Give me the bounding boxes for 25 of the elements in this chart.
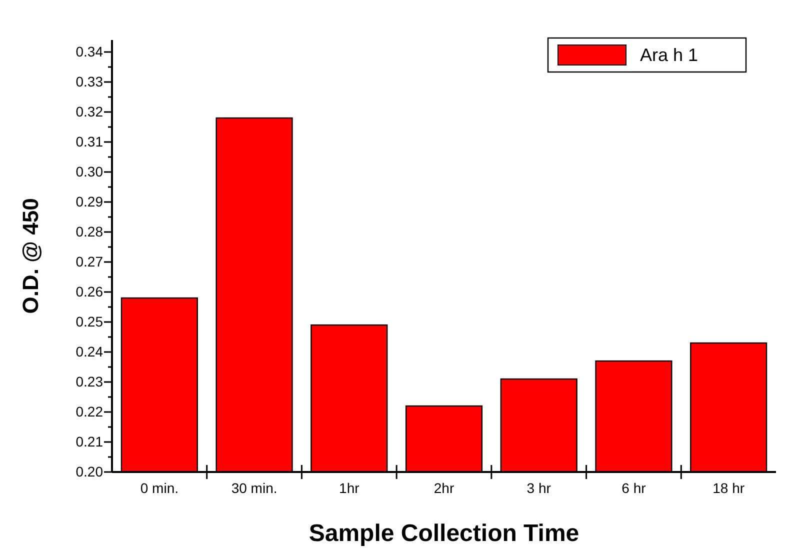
x-tick-label: 1hr [339, 480, 360, 496]
y-tick-label: 0.25 [76, 313, 104, 330]
y-axis-title: O.D. @ 450 [18, 198, 43, 314]
y-tick-label: 0.26 [76, 283, 104, 300]
y-tick-label: 0.34 [76, 43, 104, 60]
x-tick-label: 18 hr [712, 480, 745, 496]
legend-label: Ara h 1 [640, 45, 698, 65]
x-tick-label: 0 min. [140, 480, 178, 496]
y-tick-label: 0.24 [76, 343, 104, 360]
y-tick-label: 0.21 [76, 433, 104, 450]
y-tick-label: 0.33 [76, 73, 104, 90]
y-tick-label: 0.20 [76, 463, 104, 480]
y-tick-label: 0.32 [76, 103, 104, 120]
y-tick-label: 0.27 [76, 253, 104, 270]
x-tick-label: 30 min. [231, 480, 278, 496]
y-tick-label: 0.22 [76, 403, 104, 420]
x-tick-label: 2hr [434, 480, 454, 496]
y-tick-label: 0.30 [76, 163, 104, 180]
y-tick-label: 0.23 [76, 373, 104, 390]
y-tick-label: 0.29 [76, 193, 104, 210]
x-axis-title: Sample Collection Time [308, 520, 580, 547]
x-tick-label: 3 hr [526, 480, 552, 496]
x-tick-label: 6 hr [622, 480, 646, 496]
y-tick-label: 0.31 [76, 133, 104, 150]
y-tick-label: 0.28 [76, 223, 104, 240]
